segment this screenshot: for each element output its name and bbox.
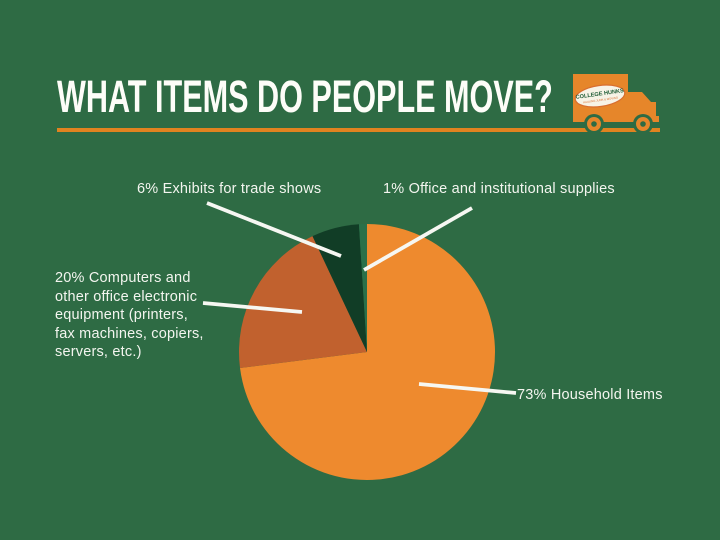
callout-office-institutional-supplies: 1% Office and institutional supplies <box>383 181 615 197</box>
leader-line-office <box>363 206 473 272</box>
leader-line-exhibits <box>206 201 342 258</box>
pie-slice-computers-office-electronics <box>239 236 367 369</box>
callout-household-items: 73% Household Items <box>517 387 663 403</box>
pie-slice-office-institutional-supplies <box>358 223 367 352</box>
leader-line-household <box>418 382 517 395</box>
box-truck-icon: COLLEGE HUNKS HAULING JUNK & MOVING <box>573 74 659 132</box>
truck-body <box>573 74 659 132</box>
title-underline <box>57 128 660 132</box>
leader-line-computers <box>202 301 303 314</box>
callout-computers-office-electronics: 20% Computers and other office electroni… <box>55 270 204 361</box>
pie-slices-group <box>239 223 496 480</box>
callout-exhibits-trade-shows: 6% Exhibits for trade shows <box>137 181 322 197</box>
page-title: WHAT ITEMS DO PEOPLE MOVE? <box>57 71 553 122</box>
leader-lines <box>202 201 517 395</box>
pie-slice-exhibits-trade-shows <box>312 224 367 352</box>
pie-slice-household-items <box>240 224 496 480</box>
truck-logo: COLLEGE HUNKS HAULING JUNK & MOVING <box>574 84 626 108</box>
truck-logo-tagline: HAULING JUNK & MOVING <box>583 96 618 105</box>
